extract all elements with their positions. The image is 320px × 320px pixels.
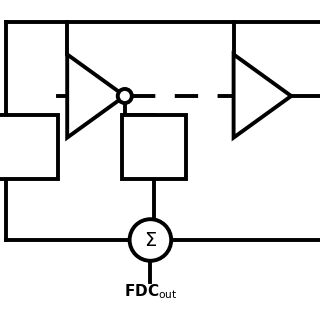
Text: FDC$_2$: FDC$_2$ — [134, 139, 173, 156]
Bar — [122, 115, 186, 179]
Circle shape — [130, 219, 171, 261]
Text: FDC$_1$: FDC$_1$ — [13, 139, 51, 156]
Text: $\Sigma$: $\Sigma$ — [144, 230, 157, 250]
Text: FDC$_{\rm out}$: FDC$_{\rm out}$ — [124, 282, 177, 300]
Circle shape — [118, 89, 132, 103]
Bar — [0, 115, 58, 179]
